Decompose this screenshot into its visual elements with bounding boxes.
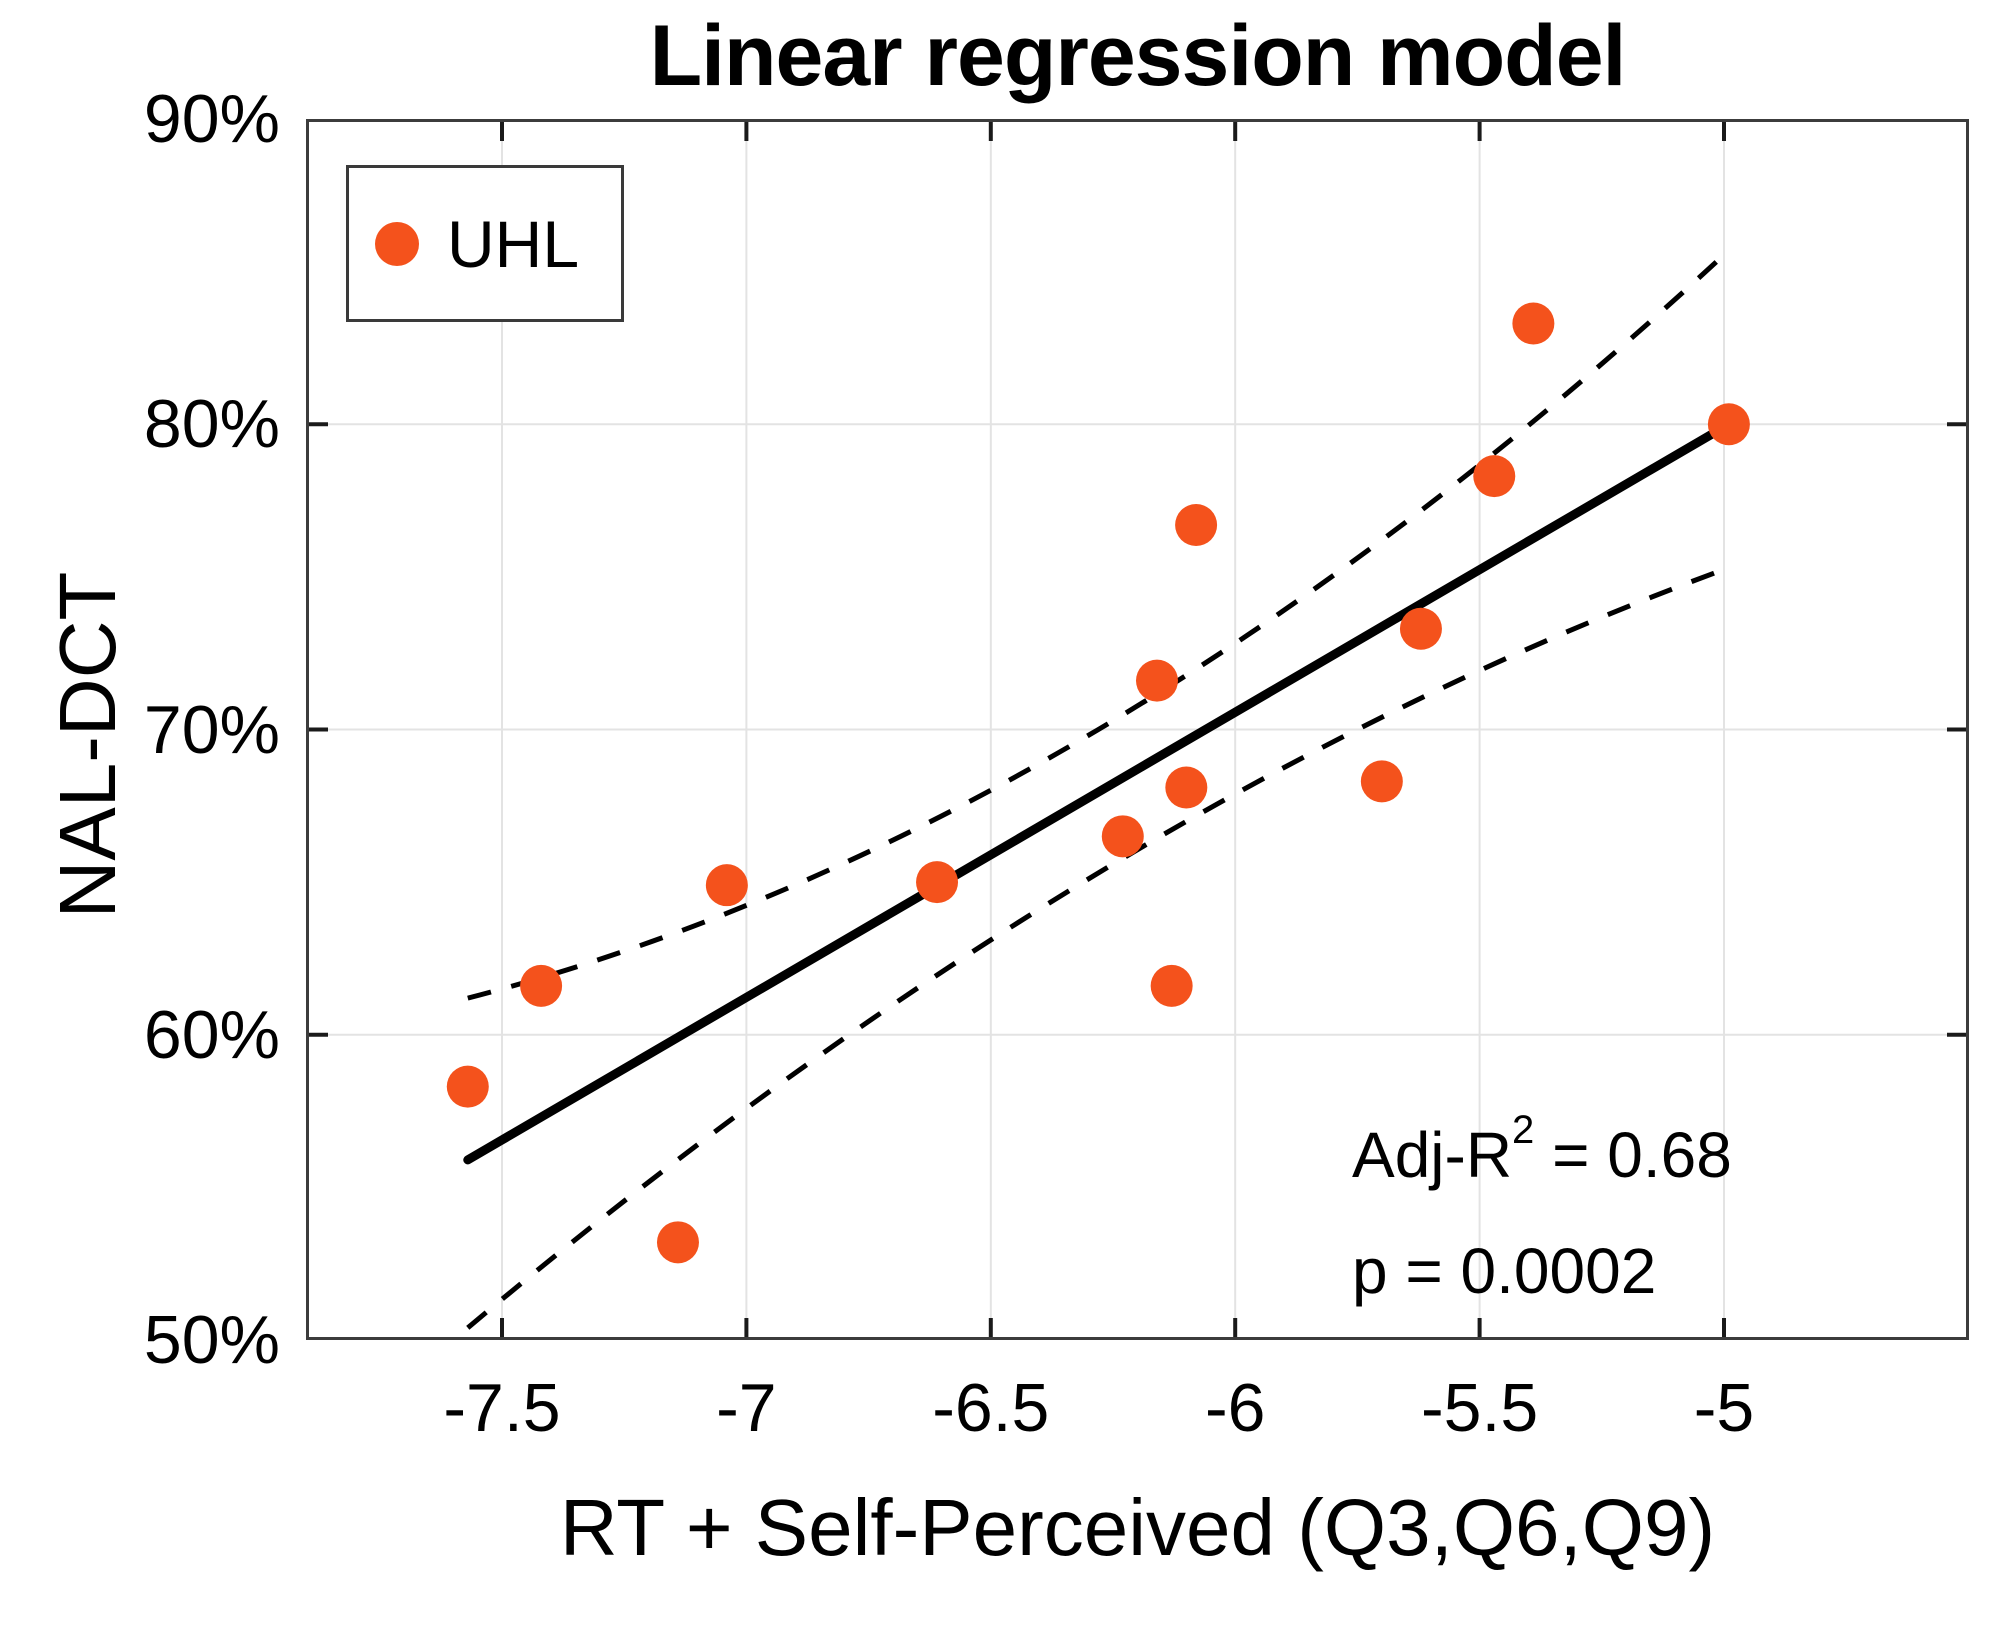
scatter-point	[1707, 403, 1750, 446]
scatter-point	[1512, 302, 1555, 345]
scatter-point	[1175, 503, 1218, 546]
p-value-text: p = 0.0002	[1352, 1235, 1657, 1307]
chart-title: Linear regression model	[649, 8, 1627, 104]
scatter-point	[1101, 815, 1144, 858]
scatter-point	[1135, 659, 1178, 702]
scatter-point	[446, 1065, 489, 1108]
legend-item-label: UHL	[447, 206, 580, 281]
scatter-point	[1399, 607, 1442, 650]
scatter-point	[656, 1221, 699, 1264]
scatter-point	[1150, 964, 1193, 1007]
lower-confidence-line	[466, 565, 1730, 1330]
stats-annotation: Adj-R2 = 0.68 p = 0.0002	[1352, 1098, 1972, 1303]
y-tick-label: 70%	[143, 691, 280, 768]
adj-r2-text: Adj-R2 = 0.68	[1352, 1108, 1732, 1191]
scatter-point	[520, 964, 563, 1007]
x-axis-label: RT + Self-Perceived (Q3,Q6,Q9)	[559, 1483, 1716, 1572]
legend-circle-icon	[375, 221, 419, 266]
scatter-point	[1360, 760, 1403, 803]
upper-confidence-line	[467, 248, 1731, 1001]
plot-area	[306, 119, 1969, 1340]
superscript-2: 2	[1512, 1108, 1535, 1152]
scatter-point	[705, 864, 748, 907]
x-tick-label: -5	[1693, 1370, 1755, 1446]
x-tick-label: -5.5	[1421, 1370, 1539, 1446]
y-tick-label: 50%	[143, 1302, 280, 1378]
fit-line	[463, 419, 1734, 1165]
axes-box	[306, 119, 1969, 1340]
y-tick-label: 80%	[143, 386, 280, 463]
scatter-point	[1473, 455, 1516, 498]
legend-box: UHL	[346, 165, 624, 322]
scatter-point	[916, 861, 959, 904]
y-tick-label: 90%	[143, 81, 280, 157]
x-tick-label: -6.5	[932, 1370, 1050, 1446]
scatter-point	[1165, 766, 1208, 809]
x-tick-label: -6	[1204, 1370, 1266, 1446]
y-tick-label: 60%	[143, 996, 280, 1073]
x-tick-label: -7	[716, 1370, 777, 1446]
x-tick-label: -7.5	[443, 1370, 561, 1446]
